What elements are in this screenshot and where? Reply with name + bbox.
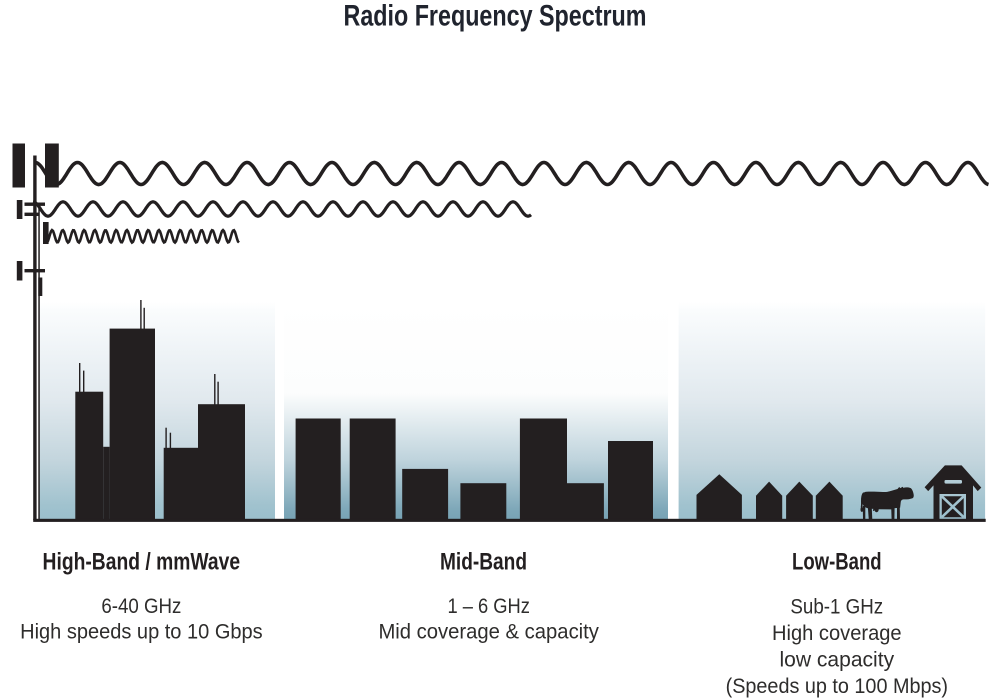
svg-text:Radio Frequency Spectrum: Radio Frequency Spectrum — [344, 0, 647, 32]
svg-text:1 – 6 GHz: 1 – 6 GHz — [447, 594, 530, 618]
svg-text:High-Band / mmWave: High-Band / mmWave — [43, 549, 241, 576]
svg-text:Mid-Band: Mid-Band — [440, 549, 527, 576]
svg-text:6-40 GHz: 6-40 GHz — [101, 594, 181, 618]
svg-text:Low-Band: Low-Band — [792, 549, 882, 576]
svg-text:(Speeds up to 100 Mbps): (Speeds up to 100 Mbps) — [726, 674, 948, 698]
svg-text:High speeds up to 10 Gbps: High speeds up to 10 Gbps — [20, 620, 263, 644]
svg-text:Mid coverage & capacity: Mid coverage & capacity — [378, 620, 599, 644]
svg-text:High coverage: High coverage — [772, 621, 902, 645]
svg-text:Sub-1 GHz: Sub-1 GHz — [790, 595, 883, 619]
svg-text:low capacity: low capacity — [780, 648, 895, 672]
